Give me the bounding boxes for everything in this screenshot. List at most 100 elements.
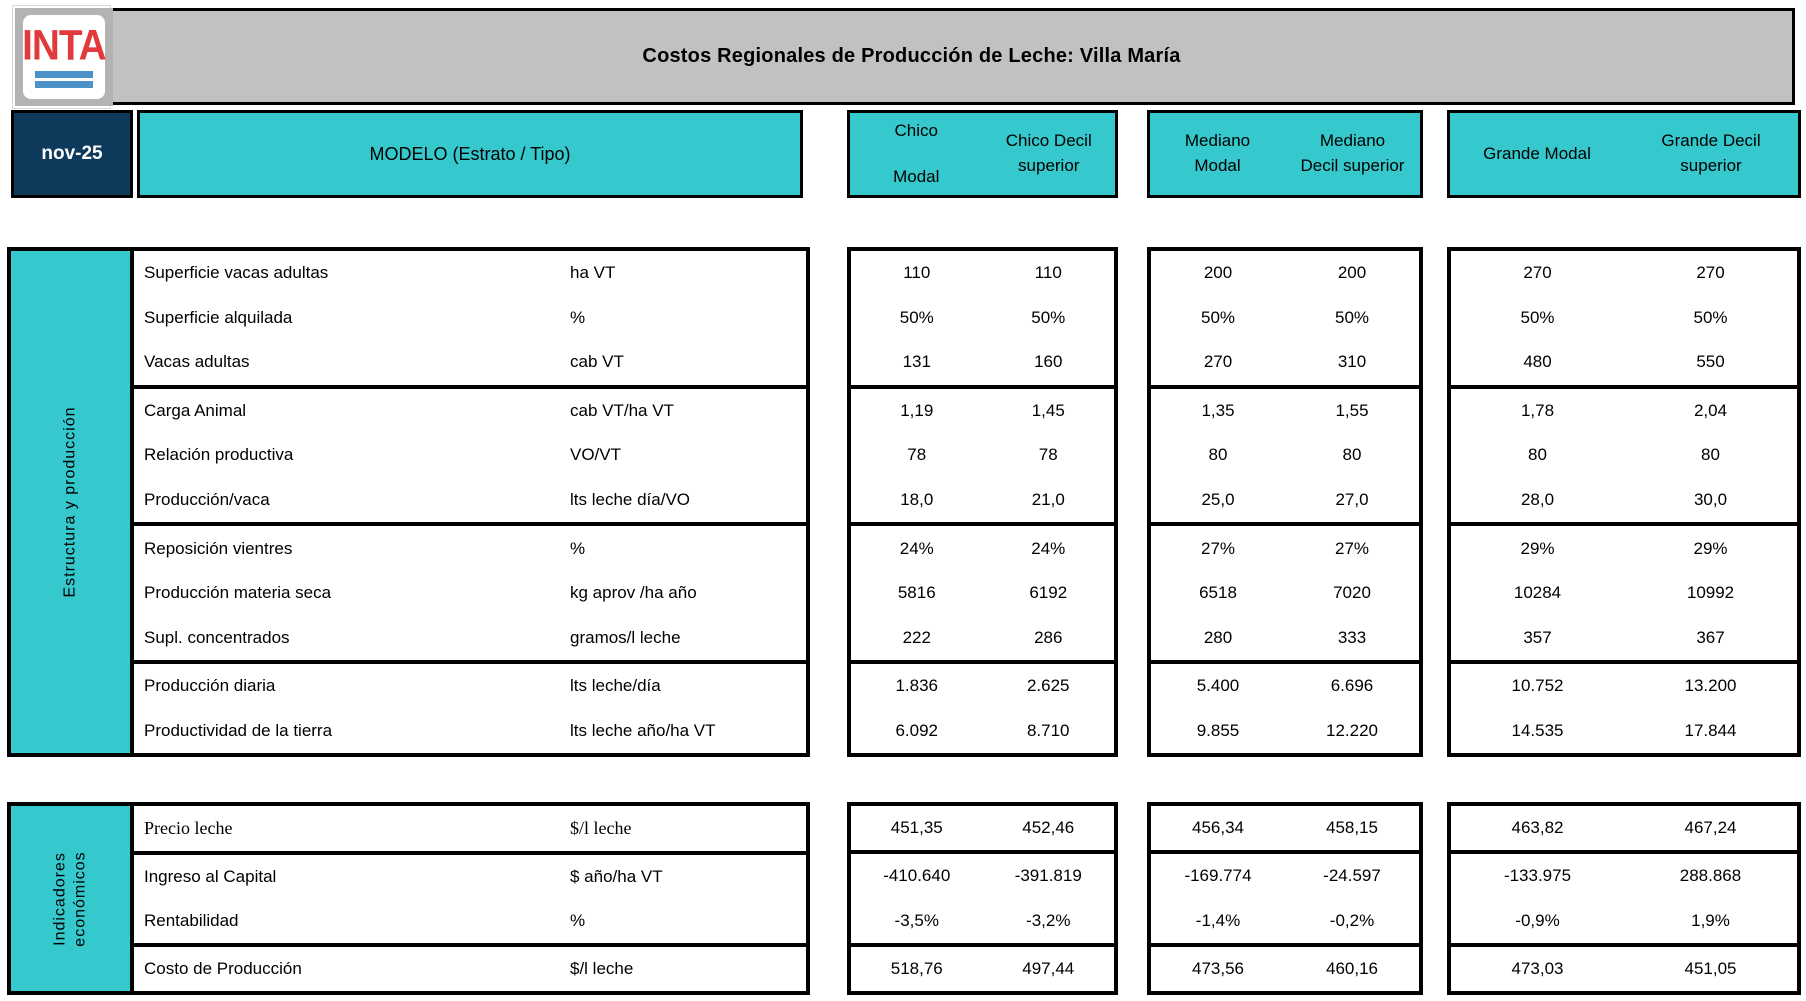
inta-logo-inner: INTA xyxy=(22,15,107,99)
table-row: -1,4% -0,2% xyxy=(1151,899,1419,943)
value-cell: 8.710 xyxy=(1026,720,1070,740)
value-cell: 280 xyxy=(1203,627,1233,647)
table-row: 25,0 27,0 xyxy=(1151,478,1419,523)
table-row: 110 110 xyxy=(851,251,1114,296)
table-row: 456,34 458,15 xyxy=(1151,806,1419,850)
logo-stripe-icon xyxy=(34,70,93,78)
value-cell: 7020 xyxy=(1333,583,1371,603)
date-cell: nov-25 xyxy=(11,110,133,198)
section-values-1-mediano: 456,34 458,15 -169.774 -24.597 -1,4% -0,2% 473… xyxy=(1147,802,1423,995)
table-row: 451,35 452,46 xyxy=(851,806,1114,850)
table-row: 14.535 17.844 xyxy=(1451,708,1797,753)
table-row: 50% 50% xyxy=(1451,296,1797,341)
value-cell: -169.774 xyxy=(1184,866,1252,886)
inta-logo-text: INTA xyxy=(22,21,106,70)
value-cell: 13.200 xyxy=(1684,676,1737,696)
table-row: 270 270 xyxy=(1451,251,1797,296)
value-cell: 270 xyxy=(1523,263,1552,283)
row-label: Supl. concentrados xyxy=(144,627,290,647)
column-header-line: Chico xyxy=(894,120,938,140)
logo-stripe-icon xyxy=(34,80,93,88)
row-label: Superficie vacas adultas xyxy=(144,263,329,283)
section-values-0-mediano: 200 200 50% 50% 270 310 1,35 1,55 80 80 25,0 27,0 27… xyxy=(1147,247,1423,757)
table-row: Productividad de la tierra lts leche año/… xyxy=(134,708,806,753)
row-label: Reposición vientres xyxy=(144,538,293,558)
table-row: 131 160 xyxy=(851,340,1114,385)
column-header-line: superior xyxy=(1018,156,1080,175)
page-title: Costos Regionales de Producción de Leche… xyxy=(642,45,1181,67)
row-group: 200 200 50% 50% 270 310 xyxy=(1151,251,1419,385)
table-row: 1,78 2,04 xyxy=(1451,389,1797,434)
value-cell: 30,0 xyxy=(1693,490,1728,509)
row-label: Carga Animal xyxy=(144,400,247,420)
table-row: 50% 50% xyxy=(1151,296,1419,341)
value-cell: -0,2% xyxy=(1329,910,1375,930)
row-label: Precio leche xyxy=(144,818,233,838)
value-cell: 1,35 xyxy=(1201,400,1235,420)
table-row: 80 80 xyxy=(1451,433,1797,478)
value-cell: 2.625 xyxy=(1026,676,1070,696)
table-row: 357 367 xyxy=(1451,615,1797,660)
table-row: Superficie alquilada% xyxy=(134,296,806,341)
section-sidebar-label: Estructura y producción xyxy=(61,406,81,597)
table-row: Producción materia seca kg aprov /ha año xyxy=(134,571,806,616)
table-row: 1,35 1,55 xyxy=(1151,389,1419,434)
row-group: 29% 29% 10284 10992 357 367 xyxy=(1451,522,1797,660)
value-cell: 1,78 xyxy=(1520,400,1555,420)
row-group: Producción diaria lts leche/día Productivi… xyxy=(134,659,806,753)
section-values-0-chico: 110 110 50% 50% 131 160 1,19 1,45 78 78 18,0 21,0 24… xyxy=(847,247,1118,757)
value-cell: 456,34 xyxy=(1192,818,1244,838)
row-unit: lts leche año/ha VT xyxy=(570,720,716,740)
value-cell: 310 xyxy=(1337,352,1367,372)
table-row: Precio leche $/l leche xyxy=(134,806,806,851)
label-column: Superficie vacas adultas ha VT Superficie … xyxy=(134,251,806,753)
table-row: 6.092 8.710 xyxy=(851,708,1114,753)
row-group: Costo de Producción $/l leche xyxy=(134,943,806,991)
table-row: Supl. concentrados gramos/l leche xyxy=(134,615,806,660)
value-cell: 357 xyxy=(1523,627,1552,647)
row-group: Carga Animal cab VT/ha VT Relación product… xyxy=(134,384,806,523)
column-header-line: Grande Decil xyxy=(1661,131,1761,151)
table-row: 200 200 xyxy=(1151,251,1419,296)
value-cell: 110 xyxy=(903,263,931,283)
value-cell: -24.597 xyxy=(1323,866,1381,886)
value-cell: 10284 xyxy=(1513,583,1562,603)
column-header-cell: Grande Modal xyxy=(1450,113,1624,195)
row-group: Ingreso al Capital $ año/ha VT Rentabilida… xyxy=(134,851,806,943)
value-cell: 80 xyxy=(1528,445,1547,465)
column-header-line: Grande Modal xyxy=(1483,143,1591,163)
section-labels-0: Estructura y producción Superficie vacas … xyxy=(7,247,810,757)
value-cell: 27% xyxy=(1334,538,1370,558)
row-label: Relación productiva xyxy=(144,445,294,465)
value-cell: 1,55 xyxy=(1335,400,1369,420)
table-row: 270 310 xyxy=(1151,340,1419,385)
row-unit: $/l leche xyxy=(570,959,634,978)
row-group: 24% 24% 5816 6192 222 286 xyxy=(851,522,1114,660)
value-cell: 333 xyxy=(1337,627,1367,647)
row-unit: % xyxy=(570,538,586,558)
row-unit: $/l leche xyxy=(570,818,632,838)
section-sidebar-label: Indicadores económicos xyxy=(51,851,91,946)
table-row: 28,0 30,0 xyxy=(1451,478,1797,523)
row-group: -410.640 -391.819 -3,5% -3,2% xyxy=(851,850,1114,943)
value-cell: 110 xyxy=(1034,263,1062,283)
table-row: Producción diaria lts leche/día xyxy=(134,664,806,709)
value-cell: 200 xyxy=(1203,263,1233,283)
value-cell: 5.400 xyxy=(1196,676,1240,696)
row-group: -133.975 288.868 -0,9% 1,9% xyxy=(1451,850,1797,943)
value-cell: 25,0 xyxy=(1201,490,1235,509)
section-sidebar: Indicadores económicos xyxy=(11,806,134,991)
row-label: Superficie alquilada xyxy=(144,307,293,327)
table-row: 280 333 xyxy=(1151,615,1419,660)
value-cell: -1,4% xyxy=(1195,910,1241,930)
value-cell: 497,44 xyxy=(1022,958,1075,978)
column-header-line: Decil superior xyxy=(1300,156,1405,175)
row-unit: % xyxy=(570,911,586,930)
table-row: 480 550 xyxy=(1451,340,1797,385)
table-row: Reposición vientres% xyxy=(134,526,806,571)
row-group: 1.836 2.625 6.092 8.710 xyxy=(851,659,1114,753)
row-label: Costo de Producción xyxy=(144,959,302,978)
value-cell: 50% xyxy=(1200,307,1236,327)
row-group: -169.774 -24.597 -1,4% -0,2% xyxy=(1151,850,1419,943)
